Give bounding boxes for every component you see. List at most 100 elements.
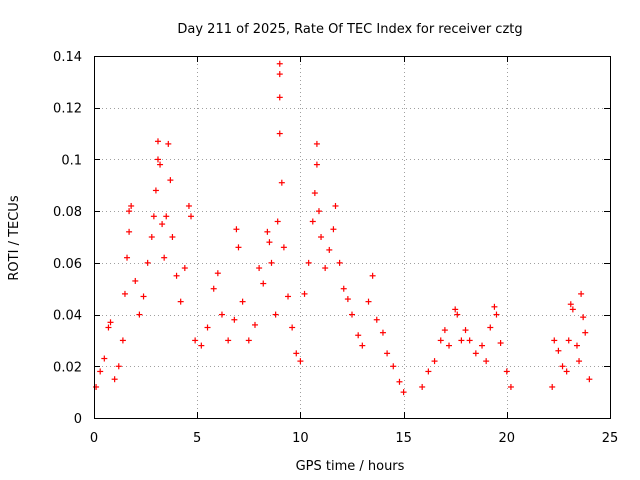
y-tick-label: 0.1 bbox=[61, 153, 82, 168]
data-point bbox=[148, 234, 155, 240]
data-point bbox=[154, 156, 161, 163]
data-point bbox=[136, 311, 143, 318]
roti-data-points bbox=[93, 60, 593, 396]
data-point bbox=[132, 277, 139, 284]
data-point bbox=[369, 272, 376, 279]
data-point bbox=[124, 254, 131, 261]
axis-ticks: 0 5 10 15 20 25 0 0.02 0.04 0.06 0.08 0.1 0.12 0.14 bbox=[53, 50, 618, 446]
x-tick-label: 25 bbox=[602, 431, 619, 446]
data-point bbox=[285, 293, 292, 300]
data-point bbox=[454, 311, 461, 318]
data-point bbox=[119, 337, 126, 344]
data-point bbox=[586, 376, 593, 383]
data-point bbox=[272, 311, 279, 318]
data-point bbox=[479, 342, 486, 349]
data-point bbox=[400, 389, 407, 396]
y-tick-label: 0.06 bbox=[53, 257, 82, 272]
data-point bbox=[555, 347, 562, 354]
data-point bbox=[276, 60, 283, 67]
data-point bbox=[140, 293, 147, 300]
data-point bbox=[332, 202, 339, 209]
x-tick-label: 15 bbox=[395, 431, 412, 446]
data-point bbox=[344, 296, 351, 303]
x-tick-label: 10 bbox=[292, 431, 309, 446]
data-point bbox=[472, 350, 479, 357]
data-point bbox=[115, 363, 122, 370]
data-point bbox=[256, 265, 263, 272]
data-point bbox=[493, 311, 500, 318]
data-point bbox=[111, 376, 118, 383]
data-point bbox=[565, 337, 572, 344]
data-point bbox=[264, 228, 271, 235]
data-point bbox=[336, 259, 343, 266]
data-point bbox=[225, 337, 232, 344]
data-point bbox=[425, 368, 432, 375]
data-point bbox=[107, 319, 114, 326]
data-point bbox=[452, 306, 459, 313]
data-point bbox=[157, 161, 164, 168]
data-point bbox=[181, 265, 188, 272]
plot-frame bbox=[94, 56, 611, 419]
data-point bbox=[159, 221, 166, 228]
data-point bbox=[491, 303, 498, 310]
data-point bbox=[235, 244, 242, 251]
data-point bbox=[121, 290, 128, 297]
data-point bbox=[326, 246, 333, 253]
data-point bbox=[549, 383, 556, 390]
x-axis-label: GPS time / hours bbox=[296, 459, 405, 474]
data-point bbox=[169, 234, 176, 240]
x-tick-label: 0 bbox=[90, 431, 98, 446]
data-point bbox=[309, 218, 316, 225]
data-point bbox=[192, 337, 199, 344]
data-point bbox=[231, 316, 238, 323]
y-tick-label: 0.02 bbox=[53, 360, 82, 375]
data-point bbox=[188, 213, 195, 220]
data-point bbox=[297, 358, 304, 365]
data-point bbox=[214, 270, 221, 277]
data-point bbox=[204, 324, 211, 331]
data-point bbox=[128, 202, 135, 209]
data-point bbox=[567, 301, 574, 308]
data-point bbox=[390, 363, 397, 370]
data-point bbox=[276, 130, 283, 137]
grid-lines bbox=[94, 56, 610, 418]
data-point bbox=[458, 337, 465, 344]
data-point bbox=[251, 321, 258, 328]
data-point bbox=[563, 368, 570, 375]
data-point bbox=[483, 358, 490, 365]
x-tick-label: 20 bbox=[499, 431, 516, 446]
data-point bbox=[126, 228, 133, 235]
y-tick-label: 0.08 bbox=[53, 205, 82, 220]
data-point bbox=[569, 306, 576, 313]
data-point bbox=[150, 213, 157, 220]
chart-title: Day 211 of 2025, Rate Of TEC Index for r… bbox=[177, 22, 522, 37]
data-point bbox=[276, 71, 283, 78]
y-tick-label: 0.12 bbox=[53, 102, 82, 117]
data-point bbox=[289, 324, 296, 331]
data-point bbox=[578, 290, 585, 297]
data-point bbox=[355, 332, 362, 339]
data-point bbox=[165, 140, 172, 147]
data-point bbox=[551, 337, 558, 344]
data-point bbox=[210, 285, 217, 292]
data-point bbox=[349, 311, 355, 318]
data-point bbox=[218, 311, 225, 318]
data-point bbox=[466, 337, 473, 344]
data-point bbox=[293, 350, 300, 357]
data-point bbox=[278, 179, 285, 186]
data-point bbox=[97, 368, 104, 375]
y-tick-label: 0 bbox=[74, 412, 82, 427]
data-point bbox=[167, 177, 174, 184]
data-point bbox=[340, 285, 347, 292]
data-point bbox=[379, 329, 386, 336]
data-point bbox=[260, 280, 267, 287]
data-point bbox=[313, 161, 320, 168]
data-point bbox=[396, 378, 403, 385]
data-point bbox=[274, 218, 281, 225]
data-point bbox=[497, 340, 504, 347]
data-point bbox=[384, 350, 391, 357]
data-point bbox=[245, 337, 252, 344]
data-point bbox=[462, 327, 469, 334]
data-point bbox=[305, 259, 312, 266]
